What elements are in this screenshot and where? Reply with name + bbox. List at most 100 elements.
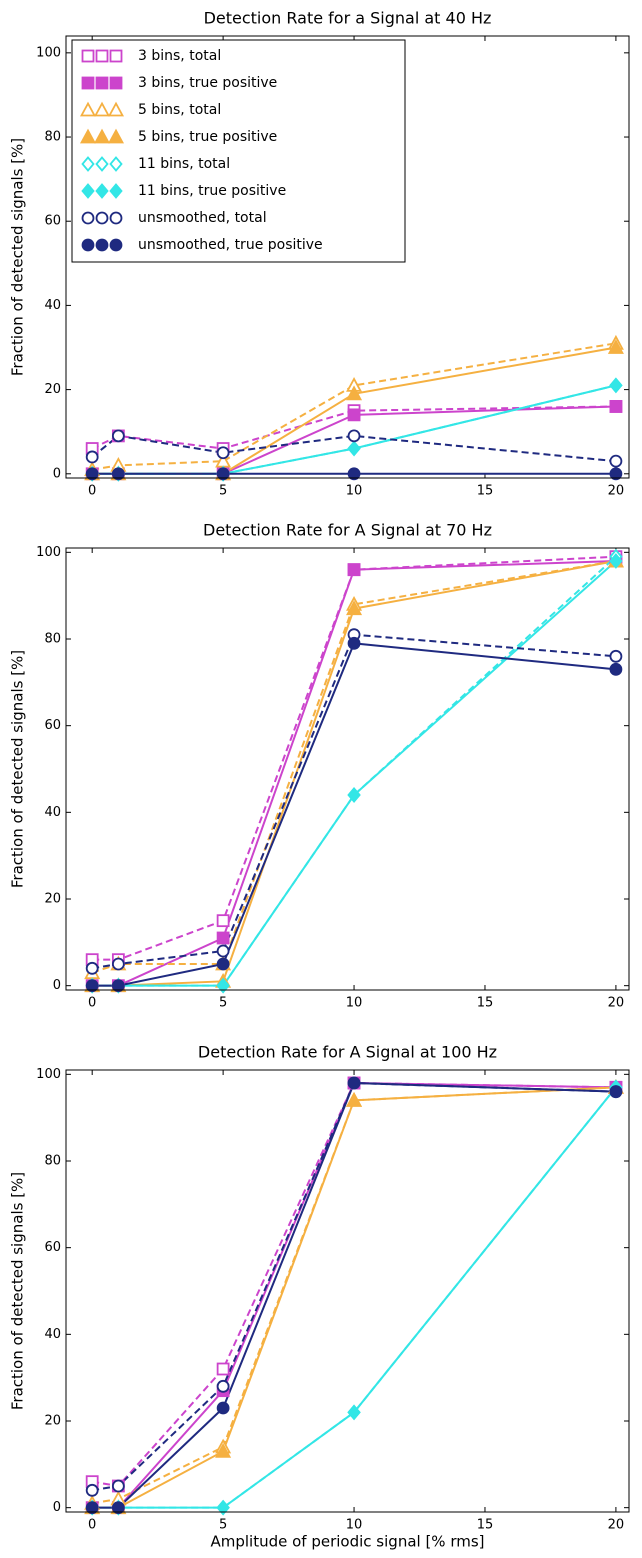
y-tick-label: 100 bbox=[36, 1067, 61, 1082]
x-tick-label: 10 bbox=[346, 484, 363, 499]
series-line bbox=[92, 1086, 616, 1509]
x-tick-label: 15 bbox=[477, 996, 494, 1011]
marker bbox=[215, 1442, 232, 1458]
series-line bbox=[92, 1081, 616, 1488]
marker bbox=[347, 440, 361, 457]
marker bbox=[93, 101, 111, 117]
x-tick-label: 5 bbox=[219, 996, 227, 1011]
x-tick-label: 20 bbox=[608, 996, 625, 1011]
x-axis-label: Amplitude of periodic signal [% rms] bbox=[210, 1533, 484, 1551]
legend-label: unsmoothed, total bbox=[138, 210, 267, 226]
chart-title: Detection Rate for a Signal at 40 Hz bbox=[204, 9, 492, 28]
x-tick-label: 10 bbox=[346, 1518, 363, 1533]
x-tick-label: 15 bbox=[477, 484, 494, 499]
marker bbox=[95, 156, 109, 172]
marker bbox=[79, 128, 97, 144]
marker bbox=[609, 649, 623, 663]
marker bbox=[346, 1091, 363, 1107]
x-tick-label: 20 bbox=[608, 1518, 625, 1533]
marker bbox=[609, 1085, 623, 1099]
marker bbox=[81, 156, 95, 172]
series-line bbox=[92, 560, 617, 987]
marker bbox=[347, 1404, 361, 1421]
series-line bbox=[91, 434, 617, 463]
marker bbox=[347, 429, 361, 443]
y-tick-label: 20 bbox=[44, 382, 61, 397]
y-tick-label: 40 bbox=[44, 805, 61, 820]
x-tick-label: 5 bbox=[219, 1518, 227, 1533]
y-tick-label: 80 bbox=[44, 1154, 61, 1169]
y-tick-label: 60 bbox=[44, 214, 61, 229]
y-axis-label: Fraction of detected signals [%] bbox=[9, 1172, 27, 1410]
legend-label: 3 bins, total bbox=[138, 48, 221, 64]
marker bbox=[347, 1076, 361, 1090]
marker bbox=[109, 76, 123, 90]
marker bbox=[609, 400, 623, 413]
legend-label: unsmoothed, true positive bbox=[138, 237, 323, 253]
marker bbox=[85, 450, 99, 464]
marker bbox=[347, 563, 361, 577]
marker bbox=[347, 787, 361, 803]
series-line bbox=[92, 560, 616, 987]
chart-title: Detection Rate for A Signal at 100 Hz bbox=[198, 1043, 497, 1062]
marker bbox=[216, 1362, 230, 1376]
y-tick-label: 40 bbox=[44, 1327, 61, 1342]
series-line bbox=[92, 1081, 616, 1492]
marker bbox=[609, 662, 623, 676]
marker bbox=[216, 931, 230, 945]
marker bbox=[85, 1501, 99, 1515]
marker bbox=[95, 76, 109, 90]
chart-title: Detection Rate for A Signal at 70 Hz bbox=[203, 521, 492, 540]
series-line bbox=[92, 1081, 616, 1509]
y-tick-label: 100 bbox=[36, 545, 61, 560]
marker bbox=[347, 467, 361, 481]
plot-frame bbox=[65, 547, 630, 991]
marker bbox=[609, 377, 623, 394]
marker bbox=[216, 914, 230, 928]
series-line bbox=[92, 555, 617, 987]
legend-box bbox=[71, 39, 406, 263]
marker bbox=[347, 408, 361, 422]
series-line bbox=[91, 560, 617, 974]
x-tick-label: 0 bbox=[88, 484, 96, 499]
marker bbox=[609, 467, 623, 481]
marker bbox=[216, 977, 230, 994]
marker bbox=[347, 636, 361, 650]
marker bbox=[85, 467, 99, 481]
series-line bbox=[92, 1086, 617, 1509]
y-tick-label: 100 bbox=[36, 45, 61, 60]
y-axis-label: Fraction of detected signals [%] bbox=[9, 138, 27, 376]
series-line bbox=[92, 1086, 616, 1505]
marker bbox=[109, 156, 123, 172]
y-tick-label: 80 bbox=[44, 130, 61, 145]
marker bbox=[95, 183, 109, 199]
marker bbox=[216, 1499, 230, 1516]
marker bbox=[79, 101, 97, 117]
series-line bbox=[92, 342, 617, 471]
marker bbox=[607, 339, 624, 354]
marker bbox=[346, 385, 363, 401]
legend-label: 11 bins, total bbox=[138, 156, 230, 172]
series-line bbox=[92, 642, 617, 987]
x-tick-label: 15 bbox=[477, 1518, 494, 1533]
x-tick-label: 0 bbox=[88, 1518, 96, 1533]
marker bbox=[109, 211, 123, 225]
marker bbox=[216, 446, 230, 460]
y-axis-label: Fraction of detected signals [%] bbox=[9, 650, 27, 888]
marker bbox=[111, 1479, 125, 1493]
y-tick-label: 0 bbox=[53, 466, 61, 481]
marker bbox=[216, 467, 230, 481]
marker bbox=[109, 49, 123, 63]
series-line bbox=[92, 555, 616, 961]
marker bbox=[81, 49, 95, 63]
marker bbox=[85, 1483, 99, 1497]
marker bbox=[346, 600, 363, 616]
marker bbox=[109, 183, 123, 199]
legend-label: 5 bins, true positive bbox=[138, 129, 277, 145]
y-tick-label: 20 bbox=[44, 892, 61, 907]
marker bbox=[81, 238, 95, 252]
marker bbox=[216, 944, 230, 958]
marker bbox=[85, 961, 99, 975]
legend-label: 11 bins, true positive bbox=[138, 183, 286, 199]
marker bbox=[85, 979, 99, 993]
